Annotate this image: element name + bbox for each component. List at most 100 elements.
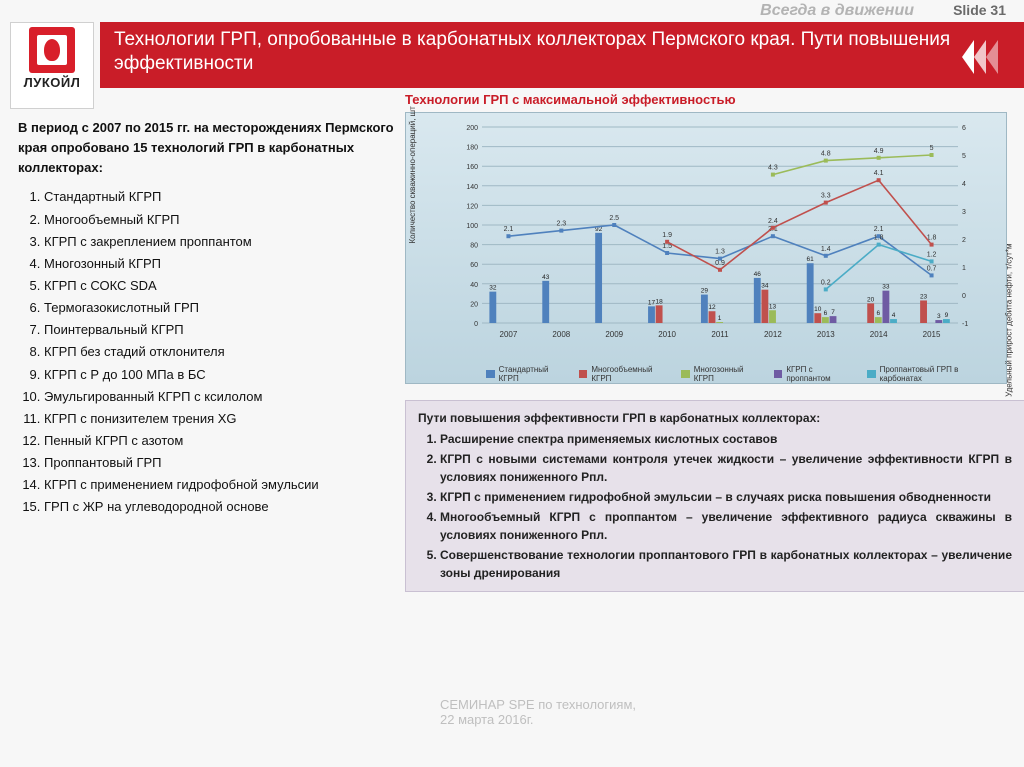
legend-item: Многозонный КГРП <box>681 367 756 381</box>
svg-text:160: 160 <box>466 164 478 171</box>
svg-text:-1: -1 <box>962 321 968 328</box>
list-item: Совершенствование технологии проппантово… <box>440 545 1012 583</box>
svg-text:2014: 2014 <box>870 330 888 339</box>
list-item: КГРП с Р до 100 МПа в БС <box>44 364 398 386</box>
svg-text:2012: 2012 <box>764 330 782 339</box>
svg-text:2008: 2008 <box>552 330 570 339</box>
svg-text:0.2: 0.2 <box>821 279 831 286</box>
list-item: КГРП с применением гидрофобной эмульсии … <box>440 487 1012 507</box>
svg-text:2.1: 2.1 <box>874 226 884 233</box>
svg-text:6: 6 <box>876 310 880 317</box>
list-item: КГРП с новыми системами контроля утечек … <box>440 449 1012 487</box>
svg-text:200: 200 <box>466 125 478 132</box>
slide-number: Slide 31 <box>953 2 1006 18</box>
svg-text:4.3: 4.3 <box>768 165 778 172</box>
svg-text:1: 1 <box>718 315 722 322</box>
svg-text:2: 2 <box>962 237 966 244</box>
list-item: КГРП без стадий отклонителя <box>44 341 398 363</box>
svg-text:0.9: 0.9 <box>715 260 725 267</box>
svg-text:2007: 2007 <box>500 330 518 339</box>
svg-text:4.9: 4.9 <box>874 148 884 155</box>
combo-chart: Количество скважинно-операций, шт Удельн… <box>405 112 1007 384</box>
svg-text:61: 61 <box>807 256 815 263</box>
list-item: КГРП с СОКС SDA <box>44 275 398 297</box>
list-item: Проппантовый ГРП <box>44 452 398 474</box>
box-heading: Пути повышения эффективности ГРП в карбо… <box>418 409 1012 427</box>
legend-item: Проппантовый ГРП в карбонатах <box>867 367 986 381</box>
svg-text:10: 10 <box>814 306 822 313</box>
improvement-box: Пути повышения эффективности ГРП в карбо… <box>405 400 1024 592</box>
topbar: Всегда в движении Slide 31 <box>0 0 1024 22</box>
chart-legend: Стандартный КГРПМногообъемный КГРПМногоз… <box>486 367 986 381</box>
list-item: Стандартный КГРП <box>44 186 398 208</box>
svg-text:1.2: 1.2 <box>927 251 937 258</box>
svg-text:2010: 2010 <box>658 330 676 339</box>
svg-text:20: 20 <box>867 296 875 303</box>
svg-text:2.1: 2.1 <box>504 226 514 233</box>
svg-text:2.5: 2.5 <box>609 215 619 222</box>
svg-text:17: 17 <box>648 299 656 306</box>
svg-text:20: 20 <box>470 301 478 308</box>
svg-text:0: 0 <box>474 321 478 328</box>
legend-item: КГРП с проппантом <box>774 367 849 381</box>
list-item: Термогазокислотный ГРП <box>44 297 398 319</box>
svg-text:2009: 2009 <box>605 330 623 339</box>
svg-text:180: 180 <box>466 145 478 152</box>
svg-text:33: 33 <box>882 284 890 291</box>
svg-text:0.7: 0.7 <box>927 265 937 272</box>
slide-title: Технологии ГРП, опробованные в карбонатн… <box>114 28 1010 76</box>
list-item: ГРП с ЖР на углеводородной основе <box>44 496 398 518</box>
footer-line1: СЕМИНАР SPE по технологиям, <box>440 697 636 712</box>
svg-text:32: 32 <box>489 285 497 292</box>
intro-text: В период с 2007 по 2015 гг. на месторожд… <box>18 118 398 178</box>
svg-text:1: 1 <box>962 265 966 272</box>
motto: Всегда в движении <box>760 2 914 20</box>
logo-brand: ЛУКОЙЛ <box>11 75 93 90</box>
left-column: В период с 2007 по 2015 гг. на месторожд… <box>18 118 398 519</box>
svg-text:4.8: 4.8 <box>821 151 831 158</box>
svg-text:100: 100 <box>466 223 478 230</box>
chevron-icon <box>962 40 1012 74</box>
svg-text:29: 29 <box>701 288 709 295</box>
svg-text:2011: 2011 <box>711 330 729 339</box>
svg-text:23: 23 <box>920 293 928 300</box>
list-item: Пенный КГРП с азотом <box>44 430 398 452</box>
logo-mark <box>29 27 75 73</box>
svg-text:120: 120 <box>466 203 478 210</box>
svg-text:80: 80 <box>470 243 478 250</box>
svg-text:6: 6 <box>962 125 966 132</box>
chart-subtitle: Технологии ГРП с максимальной эффективно… <box>405 92 736 107</box>
svg-text:1.3: 1.3 <box>715 249 725 256</box>
list-item: Поинтервальный КГРП <box>44 319 398 341</box>
svg-text:34: 34 <box>761 283 769 290</box>
svg-text:40: 40 <box>470 282 478 289</box>
svg-text:4.1: 4.1 <box>874 170 884 177</box>
svg-text:60: 60 <box>470 262 478 269</box>
svg-text:18: 18 <box>655 298 663 305</box>
svg-text:5: 5 <box>962 153 966 160</box>
list-item: Многозонный КГРП <box>44 253 398 275</box>
svg-text:4: 4 <box>962 181 966 188</box>
list-item: Эмульгированный КГРП с ксилолом <box>44 386 398 408</box>
list-item: Многообъемный КГРП <box>44 209 398 231</box>
svg-text:9: 9 <box>945 312 949 319</box>
footer: СЕМИНАР SPE по технологиям, 22 марта 201… <box>440 697 636 727</box>
svg-text:43: 43 <box>542 274 550 281</box>
svg-text:2.3: 2.3 <box>556 221 566 228</box>
svg-text:6: 6 <box>824 310 828 317</box>
svg-text:5: 5 <box>930 145 934 152</box>
svg-text:2.4: 2.4 <box>768 218 778 225</box>
svg-text:4: 4 <box>892 312 896 319</box>
svg-text:13: 13 <box>769 303 777 310</box>
svg-text:12: 12 <box>708 304 716 311</box>
svg-text:2013: 2013 <box>817 330 835 339</box>
svg-text:3.3: 3.3 <box>821 193 831 200</box>
svg-text:3: 3 <box>937 313 941 320</box>
list-item: КГРП с понизителем трения XG <box>44 408 398 430</box>
svg-text:140: 140 <box>466 184 478 191</box>
y-axis-left-label: Количество скважинно-операций, шт <box>408 106 417 243</box>
svg-text:46: 46 <box>754 271 762 278</box>
plot-area: 020406080100120140160180200-101234562007… <box>458 123 976 341</box>
y-axis-right-label: Удельный прирост дебита нефти, т/сут*м <box>1004 244 1013 397</box>
slide: Всегда в движении Slide 31 ЛУКОЙЛ Технол… <box>0 0 1024 767</box>
